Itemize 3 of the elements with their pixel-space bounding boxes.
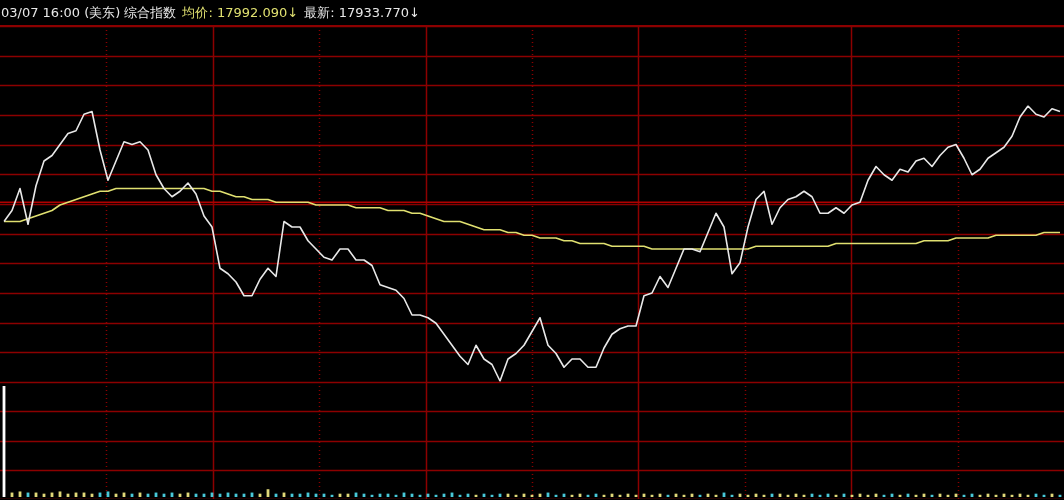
text: 均价: 17992.090↓ [182, 3, 299, 22]
text: 最新: 17933.770↓ [304, 3, 420, 22]
chart-title: 03/07 16:00 (美东) 综合指数 [1, 3, 177, 22]
